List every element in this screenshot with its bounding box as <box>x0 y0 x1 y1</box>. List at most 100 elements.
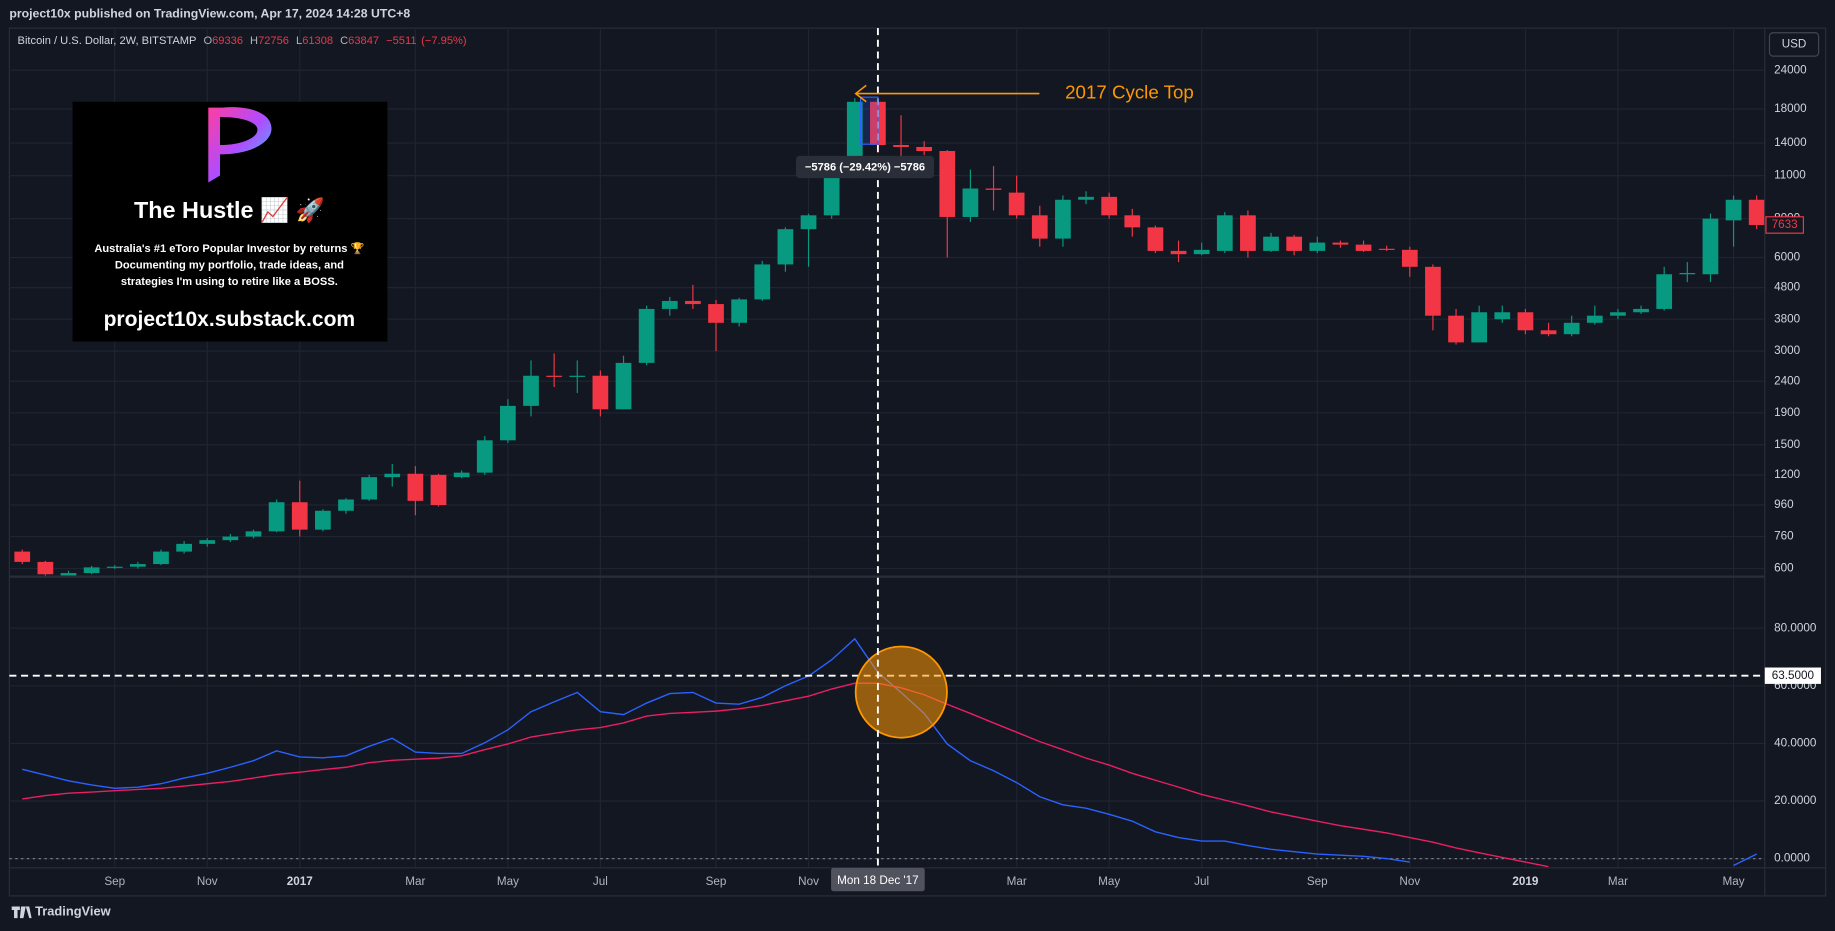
candle-body <box>1610 312 1626 316</box>
candle-body <box>1332 242 1349 245</box>
x-tick-label: May <box>1098 875 1120 888</box>
candle-body <box>1286 236 1303 251</box>
candle-body <box>1216 215 1233 251</box>
usd-button[interactable]: USD <box>1768 32 1820 57</box>
y-tick-label: 960 <box>1774 498 1794 511</box>
candle-body <box>1170 250 1187 255</box>
currency-label[interactable]: USD <box>1782 38 1807 51</box>
usd-button-frame[interactable] <box>1768 32 1820 57</box>
candle-body <box>1471 312 1488 343</box>
y-tick-label: 3000 <box>1774 344 1801 357</box>
candle-body <box>1702 218 1719 275</box>
candle-body <box>1563 322 1580 335</box>
candle-body <box>384 473 401 478</box>
x-tick-label: Jul <box>593 875 608 888</box>
y-tick-label: 1500 <box>1774 438 1801 451</box>
y-tick-label: 760 <box>1774 530 1794 543</box>
y-tick-label: 14000 <box>1774 136 1807 149</box>
x-tick-label: Sep <box>706 875 727 888</box>
candle-body <box>1193 249 1210 255</box>
candle-body <box>1101 196 1118 216</box>
indicator-line <box>22 682 1549 868</box>
candle-body <box>1078 196 1094 200</box>
promo-box: The Hustle 📈 🚀 Australia's #1 eToro Popu… <box>72 101 388 342</box>
level-label-box <box>1764 667 1821 684</box>
candle-body <box>222 536 239 541</box>
x-tick-label: Mar <box>1007 875 1027 888</box>
candle-body <box>754 264 771 300</box>
crosshair-label-box <box>831 867 925 892</box>
candle-body <box>939 151 956 217</box>
candle-body <box>777 229 794 265</box>
candle-body <box>106 566 123 568</box>
last-price-label: 7633 <box>1772 218 1798 231</box>
promo-logo <box>208 107 272 183</box>
candle-body <box>1055 199 1071 239</box>
candle-body <box>1679 272 1696 275</box>
candle-body <box>268 502 285 532</box>
candle-body <box>1633 308 1649 313</box>
candle-body <box>60 573 77 576</box>
x-tick-label: Nov <box>197 875 218 888</box>
candle-body <box>523 375 539 406</box>
candle-body <box>1124 215 1141 228</box>
candle-body <box>592 375 609 410</box>
promo-line: Documenting my portfolio, trade ideas, a… <box>115 259 344 271</box>
measure-tooltip: −5786 (−29.42%) −5786 <box>805 162 925 174</box>
candle-body <box>407 473 424 501</box>
y-tick-label: 600 <box>1774 562 1794 575</box>
change-percent: (−7.95%) <box>421 35 467 47</box>
x-tick-label: 2017 <box>287 875 313 888</box>
grid <box>9 28 1765 868</box>
quote-key: L <box>296 35 302 47</box>
candle-body <box>1378 248 1395 250</box>
marks <box>14 97 1765 868</box>
candle-body <box>83 567 100 574</box>
candle-body <box>176 543 192 552</box>
candle-body <box>153 551 169 565</box>
candle-body <box>14 551 31 562</box>
y2-tick-label: 80.0000 <box>1774 621 1817 634</box>
level-label: 63.5000 <box>1772 669 1815 682</box>
candle-body <box>661 300 678 309</box>
y-tick-label: 6000 <box>1774 251 1801 264</box>
quote-value: 72756 <box>258 35 289 47</box>
candle-body <box>916 146 933 152</box>
quote-value: 63847 <box>348 35 379 47</box>
last-price-box <box>1765 216 1804 234</box>
candle-body <box>1147 227 1164 251</box>
x-tick-label: Mar <box>1608 875 1628 888</box>
x-tick-label: Nov <box>1399 875 1420 888</box>
promo-title: The Hustle 📈 🚀 <box>134 196 325 224</box>
candle-body <box>708 304 724 323</box>
quote-key: H <box>250 35 258 47</box>
indicator-line <box>22 637 1410 863</box>
y2-tick-label: 20.0000 <box>1774 794 1817 807</box>
y2-tick-label: 40.0000 <box>1774 736 1817 749</box>
candle-body <box>476 440 493 473</box>
candle-body <box>1540 330 1557 335</box>
promo-line: Australia's #1 eToro Popular Investor by… <box>94 241 364 255</box>
y2-tick-label: 0.0000 <box>1774 852 1810 865</box>
candle-body <box>1586 315 1603 323</box>
candle-body <box>1240 215 1256 251</box>
crosshair-label: Mon 18 Dec '17 <box>837 874 919 887</box>
quote-value: 61308 <box>302 35 333 47</box>
y-tick-label: 3800 <box>1774 312 1801 325</box>
candle-body <box>315 510 331 530</box>
y-tick-label: 11000 <box>1774 169 1806 182</box>
y-tick-label: 24000 <box>1774 63 1807 76</box>
candle-body <box>962 188 979 217</box>
candle-body <box>245 531 262 537</box>
candle-body <box>638 308 655 363</box>
change-value: −5511 <box>386 35 416 47</box>
symbol-legend: Bitcoin / U.S. Dollar, 2W, BITSTAMP O6933… <box>18 35 467 47</box>
candle-body <box>1355 244 1372 251</box>
candle-body <box>1656 274 1673 309</box>
candle-body <box>569 375 586 377</box>
measure-tooltip-box <box>795 155 935 179</box>
candle-body <box>800 215 817 230</box>
indicator-line <box>1733 853 1758 867</box>
promo-background <box>72 101 388 342</box>
